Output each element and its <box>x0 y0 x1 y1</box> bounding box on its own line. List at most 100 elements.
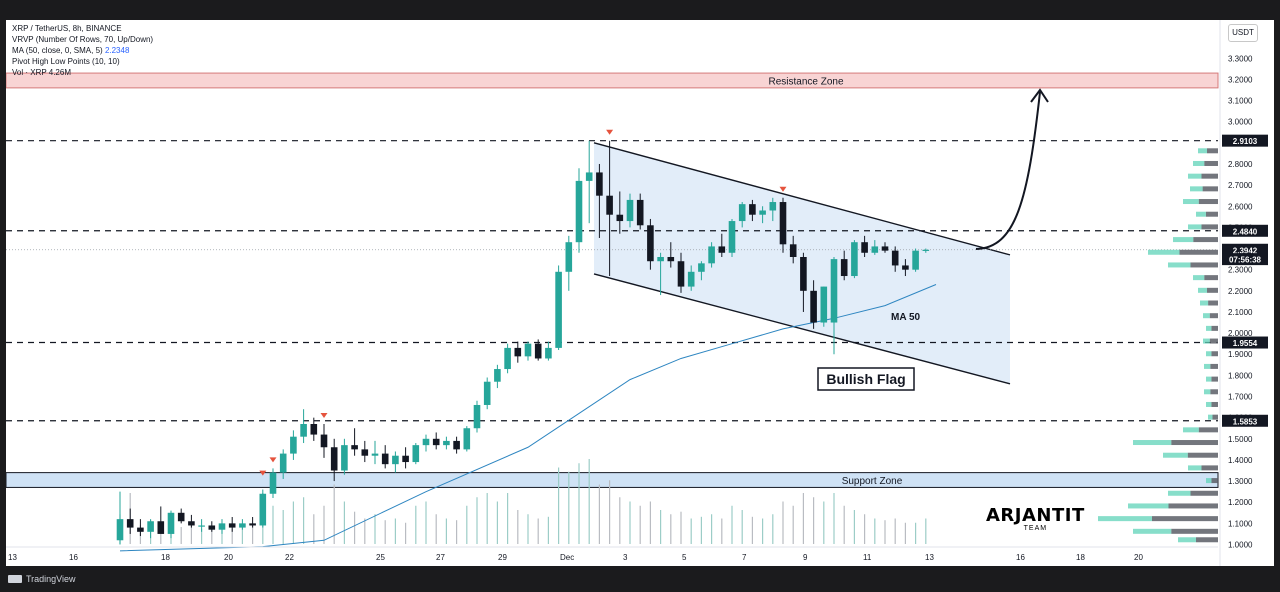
candle-body <box>330 447 338 471</box>
volume-bar <box>405 522 407 544</box>
candle-body <box>463 428 471 450</box>
candle-body <box>912 250 919 270</box>
ma-indicator-label: MA (50, close, 0, SMA, 5) <box>12 46 103 55</box>
candle-body <box>320 434 328 448</box>
volume-profile-down <box>1201 224 1218 230</box>
symbol-title[interactable]: XRP / TetherUS, 8h, BINANCE <box>12 24 122 33</box>
volume-bar <box>751 516 753 544</box>
price-chart[interactable]: Resistance Zone Support Zone Bullish Flag… <box>6 20 1274 566</box>
x-tick-label: 5 <box>682 553 687 562</box>
volume-bar <box>690 518 692 544</box>
volume-bar <box>874 518 876 544</box>
volume-indicator[interactable]: Vol · XRP 4.26M <box>12 68 71 77</box>
candle-body <box>239 523 246 528</box>
volume-profile-up <box>1198 148 1207 154</box>
x-tick-label: 22 <box>285 553 294 562</box>
volume-profile-up <box>1200 300 1209 306</box>
candle-body <box>126 519 134 528</box>
candle-body <box>718 246 726 253</box>
tradingview-logo[interactable]: TradingView <box>8 574 76 584</box>
bullish-flag-label: Bullish Flag <box>826 371 905 387</box>
y-tick-label: 2.7000 <box>1228 181 1253 190</box>
volume-bar <box>558 467 560 544</box>
candle-body <box>371 453 379 456</box>
volume-profile-up <box>1098 516 1152 522</box>
x-tick-label: 11 <box>863 553 872 562</box>
x-tick-label: 3 <box>623 553 628 562</box>
volume-bar <box>792 505 794 544</box>
pivot-high-marker <box>779 186 787 192</box>
currency-button[interactable]: USDT <box>1228 24 1258 42</box>
candle-body <box>147 521 154 532</box>
volume-profile-down <box>1208 300 1218 306</box>
price-label-bg <box>1222 253 1268 266</box>
y-tick-label: 1.8000 <box>1228 371 1253 380</box>
candle-body <box>616 214 624 222</box>
volume-bar <box>823 501 825 544</box>
x-tick-label: 7 <box>742 553 747 562</box>
pivot-indicator[interactable]: Pivot High Low Points (10, 10) <box>12 57 120 66</box>
volume-bar <box>904 522 906 544</box>
volume-profile-down <box>1190 262 1218 268</box>
volume-bar <box>680 511 682 544</box>
candle-body <box>606 195 613 215</box>
brand-name: ARJANTIT <box>986 505 1085 526</box>
volume-bar <box>915 522 917 544</box>
volume-bar <box>476 497 478 544</box>
x-tick-label: 13 <box>925 553 934 562</box>
candle-body <box>310 424 318 435</box>
volume-profile-up <box>1148 249 1180 255</box>
candle-body <box>524 343 532 357</box>
ma-indicator[interactable]: MA (50, close, 0, SMA, 5) 2.2348 <box>12 45 129 56</box>
volume-profile-up <box>1203 338 1210 344</box>
volume-bar <box>313 514 315 544</box>
candle-body <box>361 449 369 456</box>
candle-body <box>698 263 705 272</box>
volume-profile-up <box>1208 414 1213 420</box>
candle-body <box>351 445 358 450</box>
y-tick-label: 1.9000 <box>1228 350 1253 359</box>
candle-body <box>300 424 307 437</box>
candle-body <box>677 261 685 287</box>
volume-profile-up <box>1190 186 1203 192</box>
y-tick-label: 1.5000 <box>1228 435 1253 444</box>
volume-bar <box>884 520 886 544</box>
volume-bar <box>323 505 325 544</box>
candle-body <box>565 242 573 272</box>
volume-bar <box>445 518 447 544</box>
candle-body <box>667 256 675 262</box>
y-tick-label: 1.0000 <box>1228 541 1253 550</box>
volume-bar <box>180 527 182 544</box>
volume-bar <box>660 510 662 544</box>
candle-body <box>198 525 205 527</box>
x-tick-label: 20 <box>1134 553 1143 562</box>
x-tick-label: 16 <box>1016 553 1025 562</box>
volume-bar <box>721 518 723 544</box>
volume-profile-down <box>1196 537 1218 543</box>
volume-bar <box>762 518 764 544</box>
volume-bar <box>252 525 254 544</box>
vrvp-indicator[interactable]: VRVP (Number Of Rows, 70, Up/Down) <box>12 35 154 44</box>
pivot-high-marker <box>606 129 614 135</box>
footer-bar <box>0 566 1280 592</box>
volume-bar <box>711 514 713 544</box>
volume-bar <box>272 505 274 544</box>
candle-body <box>830 259 838 323</box>
volume-bar <box>731 505 733 544</box>
support-zone <box>6 472 1219 488</box>
price-label-bg <box>1222 243 1268 256</box>
volume-profile-up <box>1204 389 1211 395</box>
y-tick-label: 1.1000 <box>1228 519 1253 528</box>
volume-profile-down <box>1201 465 1218 471</box>
candle-body <box>402 455 409 463</box>
volume-bar <box>588 459 590 544</box>
volume-profile-down <box>1168 503 1218 509</box>
volume-bar <box>578 463 580 544</box>
candle-body <box>636 199 644 226</box>
x-tick-label: 27 <box>436 553 445 562</box>
candle-body <box>840 259 848 277</box>
volume-bar <box>843 505 845 544</box>
candle-body <box>596 172 603 196</box>
x-tick-label: 18 <box>161 553 170 562</box>
volume-profile-down <box>1205 211 1218 217</box>
